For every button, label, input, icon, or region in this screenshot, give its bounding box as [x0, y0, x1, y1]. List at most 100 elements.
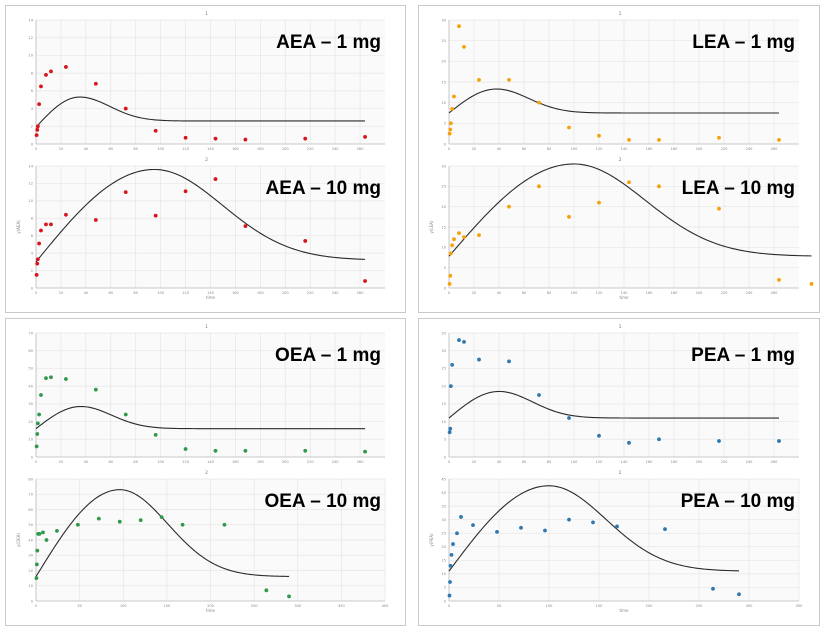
aea-10mg-data-point-1	[35, 261, 40, 266]
aea-1mg-data-point-7	[64, 65, 68, 69]
pea-1mg-x-tick-label-2: 40	[497, 460, 502, 464]
pea-10mg-y-tick-label-9: 45	[441, 477, 446, 481]
lea-1mg-data-point-3	[450, 106, 455, 111]
lea-1mg-data-point-9	[537, 100, 541, 105]
aea-1mg-y-tick-label-6: 12	[28, 36, 33, 40]
oea-1mg-y-tick-label-1: 10	[28, 438, 33, 442]
oea-1mg-y-tick-label-0: 0	[31, 455, 34, 459]
aea-1mg-data-point-4	[39, 84, 43, 89]
pea-10mg-x-tick-label-4: 200	[646, 604, 654, 608]
oea-1mg-x-tick-label-11: 220	[307, 460, 315, 464]
aea-10mg-x-tick-label-7: 140	[207, 291, 215, 295]
aea-10mg-data-point-11	[183, 189, 188, 194]
oea-10mg-y-tick-label-1: 10	[28, 584, 33, 588]
lea-1mg-x-tick-label-3: 60	[522, 147, 527, 151]
aea-1mg-data-point-6	[49, 69, 53, 74]
lea-1mg-y-tick-label-1: 5	[444, 122, 446, 126]
chart-svg-pea: 0 20 40 60 80 100 120 140 160 180 200 220 240 2600510…	[429, 324, 803, 613]
pea-1mg-x-tick-label-7: 140	[621, 460, 629, 464]
lea-10mg-axes	[448, 166, 799, 289]
lea-10mg-data-point-11	[597, 200, 601, 205]
pea-10mg-data-point-6	[459, 515, 463, 519]
lea-10mg-y-tick-label-2: 10	[441, 246, 446, 250]
oea-10mg-y-tick-label-6: 60	[28, 508, 33, 512]
oea-10mg-data-point-12	[159, 515, 164, 520]
aea-10mg-x-tick-label-6: 120	[182, 291, 190, 295]
lea-1mg-data-point-11	[597, 133, 601, 138]
pea-1mg-x-tick-label-10: 200	[696, 460, 704, 464]
pea-1mg-data-point-0	[447, 430, 452, 435]
aea-1mg-title: AEA – 1 mg	[276, 32, 381, 53]
pea-1mg-y-tick-label-1: 5	[444, 438, 446, 442]
lea-10mg-x-tick-label-3: 60	[522, 291, 527, 295]
pea-10mg-y-tick-label-8: 40	[441, 491, 446, 495]
aea-1mg-data-point-14	[303, 136, 308, 141]
pea-1mg-y-tick-label-5: 25	[441, 367, 446, 371]
oea-10mg-x-tick-label-8: 400	[382, 604, 390, 608]
aea-10mg-y-axis-label: y(AEA)	[16, 220, 21, 234]
aea-10mg-x-tick-label-3: 60	[108, 291, 113, 295]
pea-1mg-data-point-3	[450, 362, 455, 367]
pea-10mg-y-tick-label-2: 10	[441, 572, 446, 576]
lea-10mg-data-point-14	[717, 206, 721, 211]
oea-10mg-y-tick-label-8: 80	[28, 477, 33, 481]
oea-1mg-x-tick-label-5: 100	[157, 460, 165, 464]
pea-1mg-x-tick-label-9: 180	[671, 460, 679, 464]
aea-10mg-data-point-2	[35, 257, 40, 262]
oea-10mg-axes	[35, 479, 385, 602]
oea-10mg-y-tick-label-7: 70	[28, 493, 33, 497]
oea-10mg-x-tick-label-6: 300	[294, 604, 302, 608]
pea-10mg-x-tick-label-2: 100	[546, 604, 554, 608]
pea-1mg-y-tick-label-6: 30	[441, 349, 446, 353]
oea-1mg-data-point-11	[183, 447, 188, 451]
lea-10mg-x-tick-label-5: 100	[571, 291, 579, 295]
lea-1mg-y-tick-label-4: 20	[441, 60, 446, 64]
aea-1mg-x-tick-label-6: 120	[182, 147, 190, 151]
oea-1mg-grid	[35, 332, 385, 458]
aea-1mg-x-tick-label-7: 140	[207, 147, 215, 151]
aea-10mg-axes	[35, 166, 385, 289]
aea-1mg-y-tick-label-4: 8	[31, 71, 34, 75]
chart-panel-oea: 0 20 40 60 80 100 120 140 160 180 200 220 240 260 0 10 2…	[5, 318, 406, 626]
lea-1mg-x-tick-label-9: 180	[671, 147, 679, 151]
oea-1mg-y-tick-label-6: 60	[28, 349, 33, 353]
lea-10mg-y-tick-label-0: 0	[444, 286, 447, 290]
pea-10mg-model-curve	[448, 485, 740, 572]
aea-10mg-data-point-5	[44, 222, 48, 227]
aea-1mg-x-tick-label-9: 180	[257, 147, 265, 151]
aea-1mg-y-tick-label-7: 14	[28, 18, 33, 22]
chart-panel-pea: 0 20 40 60 80 100 120 140 160 180 200 220 240 260 0 5 10…	[418, 318, 820, 626]
pea-1mg-data-point-11	[627, 440, 631, 445]
pea-1mg-data-point-4	[457, 338, 461, 342]
aea-10mg-data-point-9	[123, 190, 128, 195]
aea-10mg-x-tick-label-1: 20	[59, 291, 64, 295]
oea-10mg-data-point-11	[138, 518, 143, 523]
lea-10mg-x-axis-label: time	[619, 295, 629, 300]
lea-1mg-data-point-4	[452, 94, 456, 99]
aea-1mg-data-point-11	[183, 135, 188, 140]
pea-10mg-data-point-10	[543, 528, 547, 533]
aea-1mg-data-point-5	[44, 73, 48, 77]
pea-10mg-data-point-15	[711, 586, 715, 591]
pea-10mg-x-tick-label-6: 300	[746, 604, 754, 608]
aea-10mg-x-axis-label: time	[206, 295, 216, 300]
aea-10mg-data-point-10	[153, 213, 158, 218]
pea-1mg-axes	[448, 333, 799, 458]
lea-10mg-x-tick-label-10: 200	[696, 291, 704, 295]
pea-10mg-y-tick-label-0: 0	[444, 599, 447, 603]
lea-10mg-subplot-id: 2	[619, 157, 622, 163]
oea-10mg-data-point-14	[222, 522, 227, 527]
lea-10mg-y-axis-label: y(LEA)	[429, 220, 434, 233]
oea-1mg-data-point-12	[213, 448, 218, 453]
pea-1mg-y-tick-label-3: 15	[441, 402, 446, 406]
pea-10mg-y-tick-label-5: 25	[441, 532, 446, 536]
lea-10mg-x-tick-label-8: 160	[646, 291, 654, 295]
pea-1mg-y-tick-label-7: 35	[441, 331, 446, 335]
pea-1mg-y-tick-label-2: 10	[441, 420, 446, 424]
oea-10mg-data-point-6	[44, 538, 49, 542]
aea-1mg-data-point-1	[35, 127, 40, 132]
oea-1mg-y-tick-label-5: 50	[28, 367, 33, 371]
oea-1mg-x-tick-label-6: 120	[182, 460, 190, 464]
lea-1mg-y-tick-label-0: 0	[444, 142, 447, 146]
aea-10mg-y-tick-label-7: 14	[28, 164, 33, 168]
